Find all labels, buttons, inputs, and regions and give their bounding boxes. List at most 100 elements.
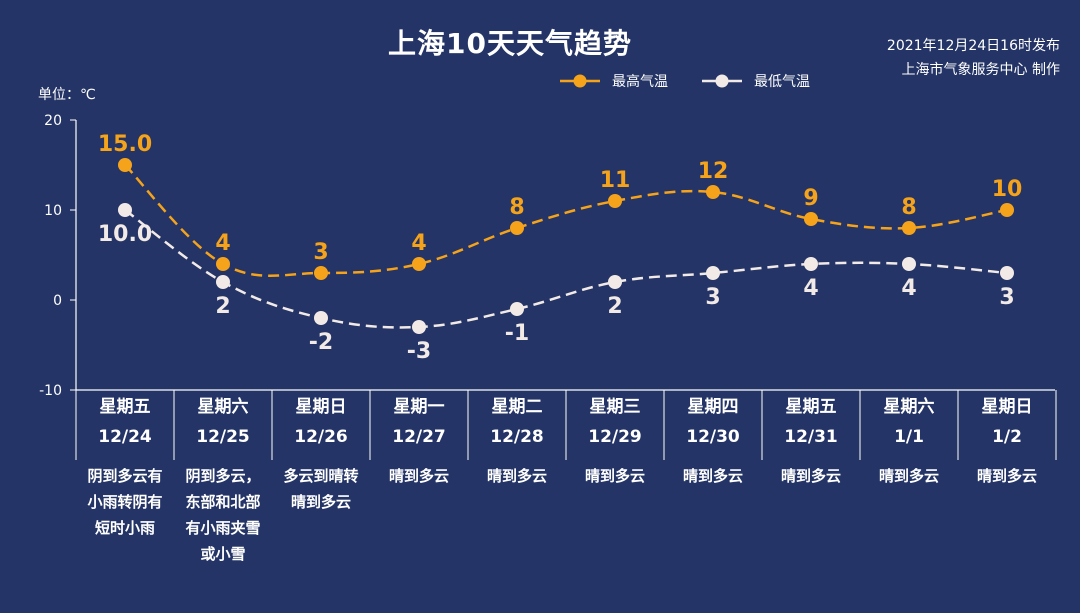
weather-text-line: 有小雨夹雪 (185, 519, 261, 537)
high-temp-point (1000, 203, 1014, 217)
day-date: 12/24 (98, 427, 152, 447)
day-weekday: 星期六 (883, 397, 935, 417)
day-weekday: 星期五 (785, 397, 837, 417)
legend-high-label: 最高气温 (612, 74, 668, 90)
day-weather: 晴到多云 (566, 463, 664, 489)
weather-text-line: 晴到多云 (976, 467, 1037, 485)
weather-text-line: 晴到多云 (486, 467, 547, 485)
low-temp-label: 4 (803, 276, 818, 301)
high-temp-label: 10 (992, 177, 1023, 202)
y-tick-label: 20 (44, 113, 62, 129)
weather-text-line: 晴到多云 (878, 467, 939, 485)
low-temp-point (510, 302, 524, 316)
day-weather: 晴到多云 (370, 463, 468, 489)
day-header: 星期六 12/25 (174, 392, 272, 452)
high-temp-point (216, 257, 230, 271)
high-temp-label: 4 (215, 231, 230, 256)
day-header: 星期六 1/1 (860, 392, 958, 452)
publisher: 上海市气象服务中心 制作 (901, 62, 1060, 78)
weather-text-line: 阴到多云有 (87, 467, 163, 485)
low-temp-label: 10.0 (98, 222, 152, 247)
legend-item-high: 最高气温 (560, 71, 668, 91)
day-date: 1/1 (894, 427, 924, 447)
day-weekday: 星期六 (197, 397, 249, 417)
high-temp-label: 15.0 (98, 132, 152, 157)
legend: 最高气温 最低气温 (560, 70, 844, 92)
day-header: 星期五 12/31 (762, 392, 860, 452)
chart-title: 上海10天天气趋势 (388, 27, 632, 60)
low-temp-point (314, 311, 328, 325)
day-header: 星期二 12/28 (468, 392, 566, 452)
legend-high-marker-icon (560, 74, 600, 88)
legend-item-low: 最低气温 (702, 71, 810, 91)
high-temp-point (314, 266, 328, 280)
low-temp-point (902, 257, 916, 271)
weather-text-line: 晴到多云 (388, 467, 449, 485)
day-header: 星期日 1/2 (958, 392, 1056, 452)
day-date: 1/2 (992, 427, 1022, 447)
low-temp-label: -3 (407, 339, 431, 364)
day-weekday: 星期四 (687, 397, 739, 417)
day-weather: 晴到多云 (958, 463, 1056, 489)
day-weather: 晴到多云 (860, 463, 958, 489)
high-temp-label: 12 (698, 159, 729, 184)
day-weekday: 星期二 (491, 397, 543, 417)
low-temp-line (124, 208, 1008, 329)
day-date: 12/31 (784, 427, 838, 447)
weather-text-line: 晴到多云 (682, 467, 743, 485)
day-header: 星期三 12/29 (566, 392, 664, 452)
low-temp-label: 2 (215, 294, 230, 319)
high-temp-label: 4 (411, 231, 426, 256)
high-temp-point (412, 257, 426, 271)
low-temp-point (804, 257, 818, 271)
weather-text-line: 或小雪 (200, 545, 246, 563)
high-temp-label: 8 (901, 195, 916, 220)
y-tick-label: -10 (39, 383, 62, 399)
day-weekday: 星期一 (393, 397, 445, 417)
weather-text-line: 阴到多云， (185, 467, 261, 485)
low-temp-point (1000, 266, 1014, 280)
day-weather: 晴到多云 (468, 463, 566, 489)
low-temp-point (216, 275, 230, 289)
legend-low-marker-icon (702, 74, 742, 88)
high-temp-line (124, 164, 1008, 278)
high-temp-point (118, 158, 132, 172)
day-weekday: 星期五 (99, 397, 151, 417)
day-weather: 多云到晴转 晴到多云 (272, 463, 370, 515)
day-date: 12/29 (588, 427, 642, 447)
high-temp-label: 8 (509, 195, 524, 220)
high-temp-point (804, 212, 818, 226)
low-temp-point (412, 320, 426, 334)
y-tick-label: 0 (53, 293, 62, 309)
high-temp-label: 3 (313, 240, 328, 265)
low-temp-label: -1 (505, 321, 529, 346)
day-header: 星期日 12/26 (272, 392, 370, 452)
publish-time: 2021年12月24日16时发布 (886, 38, 1060, 54)
weather-text-line: 东部和北部 (185, 493, 261, 511)
day-weather: 晴到多云 (762, 463, 860, 489)
day-header: 星期五 12/24 (76, 392, 174, 452)
weather-text-line: 晴到多云 (290, 493, 351, 511)
weather-text-line: 短时小雨 (94, 519, 155, 537)
weather-text-line: 小雨转阴有 (87, 493, 163, 511)
day-date: 12/27 (392, 427, 446, 447)
day-weather: 晴到多云 (664, 463, 762, 489)
day-date: 12/28 (490, 427, 544, 447)
low-temp-point (706, 266, 720, 280)
day-date: 12/26 (294, 427, 348, 447)
publish-info: 2021年12月24日16时发布 上海市气象服务中心 制作 (887, 34, 1060, 82)
high-temp-point (706, 185, 720, 199)
low-temp-point (118, 203, 132, 217)
low-temp-label: 3 (705, 285, 720, 310)
low-temp-point (608, 275, 622, 289)
day-weather: 阴到多云， 东部和北部有小雨夹雪或小雪 (174, 463, 272, 567)
high-temp-point (902, 221, 916, 235)
day-date: 12/30 (686, 427, 740, 447)
high-temp-point (608, 194, 622, 208)
low-temp-label: 2 (607, 294, 622, 319)
weather-text-line: 多云到晴转 (283, 467, 359, 485)
low-temp-label: -2 (309, 330, 333, 355)
day-header: 星期四 12/30 (664, 392, 762, 452)
high-temp-label: 11 (600, 168, 631, 193)
